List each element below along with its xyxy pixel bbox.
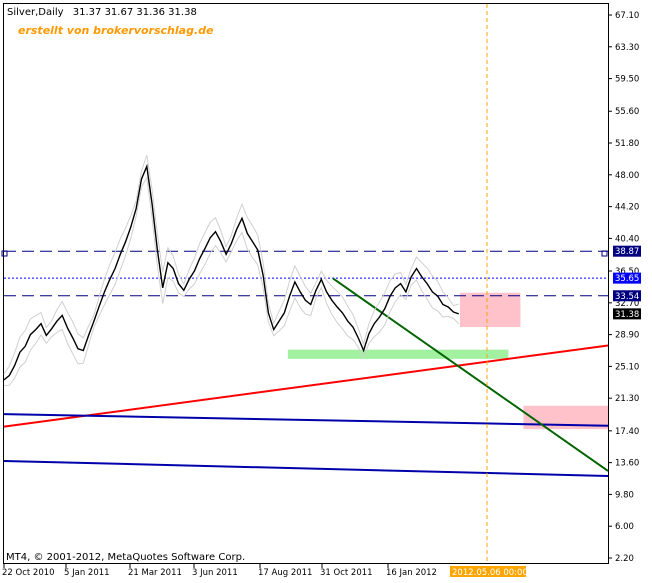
trend-line — [3, 413, 609, 427]
x-tick-label: 31 Oct 2011 — [320, 568, 373, 578]
time-marker-bg — [450, 566, 526, 577]
y-tick-label: 67.10 — [615, 11, 639, 21]
chart-frame — [3, 3, 609, 564]
y-tick-label: 51.80 — [615, 139, 639, 149]
x-tick-label: 21 Mar 2011 — [128, 568, 182, 578]
x-tick-label: 22 Oct 2010 — [2, 568, 55, 578]
y-tick-label: 9.80 — [615, 490, 634, 500]
lower-band — [3, 176, 460, 387]
price-label-bg — [613, 272, 641, 284]
chart-header: Silver,Daily 31.37 31.67 31.36 31.38 — [7, 7, 197, 18]
y-tick-label: 6.00 — [615, 522, 634, 532]
price-label: 38.87 — [615, 247, 639, 257]
x-tick-label: 16 Jan 2012 — [386, 568, 437, 578]
y-tick-label: 17.40 — [615, 427, 639, 437]
price-series — [3, 163, 460, 381]
x-tick-label: 3 Jun 2011 — [192, 568, 238, 578]
y-tick-label: 63.30 — [615, 43, 639, 53]
y-tick-label: 28.90 — [615, 331, 639, 341]
price-label: 31.38 — [615, 310, 639, 320]
y-tick-label: 32.70 — [615, 299, 639, 309]
price-label-bg — [613, 245, 641, 257]
y-tick-label: 36.50 — [615, 267, 639, 277]
y-tick-label: 2.20 — [615, 554, 634, 564]
y-tick-label: 44.20 — [615, 203, 639, 213]
x-tick-label: 5 Jan 2011 — [64, 568, 110, 578]
symbol-label: Silver,Daily — [7, 7, 64, 18]
y-tick-label: 59.50 — [615, 75, 639, 85]
time-marker-label: 2012.05.06 00:00 — [452, 568, 528, 578]
y-tick-label: 25.10 — [615, 362, 639, 372]
price-label-bg — [613, 308, 641, 320]
copyright-text: MT4, © 2001-2012, MetaQuotes Software Co… — [6, 552, 245, 563]
upper-band — [3, 154, 459, 375]
y-tick-label: 21.30 — [615, 394, 639, 404]
y-tick-label: 55.60 — [615, 107, 639, 117]
zone-rect — [523, 405, 608, 430]
zone-rect — [460, 292, 521, 328]
trend-line — [3, 344, 609, 428]
left-anchor — [1, 250, 8, 257]
y-tick-label: 40.40 — [615, 234, 639, 244]
price-label: 35.65 — [615, 274, 639, 284]
trend-line — [3, 459, 609, 478]
y-tick-label: 48.00 — [615, 171, 639, 181]
trend-line — [332, 277, 609, 472]
ohlc-values: 31.37 31.67 31.36 31.38 — [73, 7, 197, 18]
watermark-text: erstellt von brokervorschlag.de — [18, 24, 214, 37]
zone-rect — [287, 349, 509, 359]
x-tick-label: 17 Aug 2011 — [258, 568, 312, 578]
price-label-bg — [613, 290, 641, 302]
right-anchor — [601, 250, 608, 257]
y-tick-label: 13.60 — [615, 459, 639, 469]
price-label: 33.54 — [615, 292, 639, 302]
